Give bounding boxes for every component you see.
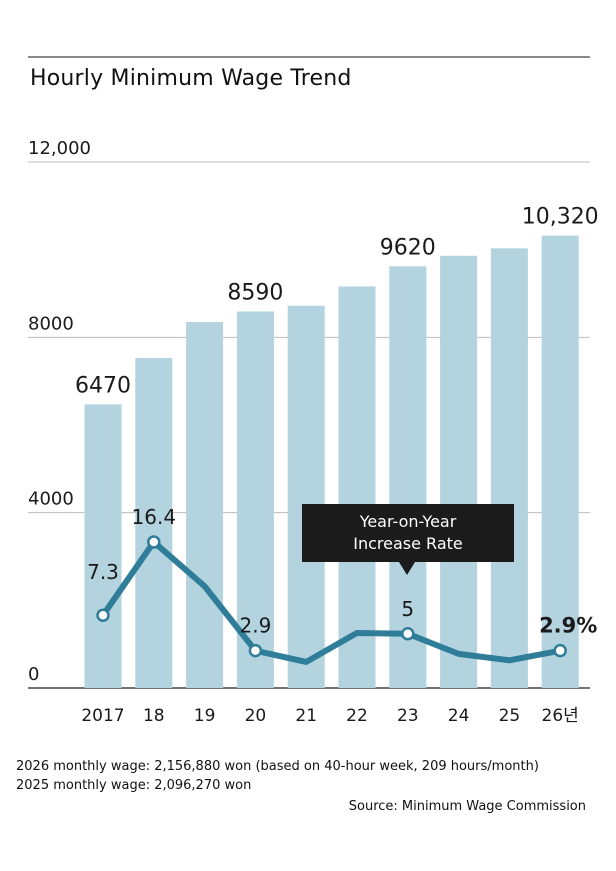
rate-marker-2017 [96, 608, 110, 622]
footnote-monthly-2026: 2026 monthly wage: 2,156,880 won (based … [16, 759, 539, 774]
x-tick-label: 20 [245, 706, 267, 726]
rate-label: 16.4 [132, 505, 177, 529]
bar-21 [287, 305, 325, 688]
rate-line [100, 538, 564, 665]
x-tick-label: 2017 [81, 706, 124, 726]
bar-23 [389, 266, 427, 688]
x-tick-label: 26년 [542, 706, 579, 726]
source-note: Source: Minimum Wage Commission [348, 799, 586, 814]
rate-marker-23 [401, 627, 415, 641]
x-tick-label: 18 [143, 706, 165, 726]
y-tick-label: 12,000 [28, 138, 91, 159]
x-tick-label: 24 [448, 706, 470, 726]
legend-callout-line2: Increase Rate [353, 534, 463, 553]
x-tick-label: 23 [397, 706, 419, 726]
rate-marker-20 [248, 643, 263, 658]
y-tick-label: 8000 [28, 313, 74, 334]
top-rule [28, 56, 590, 58]
rate-label: 2.9 [239, 614, 271, 638]
x-tick-label: 22 [346, 706, 368, 726]
rate-label: 2.9% [539, 614, 597, 638]
legend-callout: Year-on-Year Increase Rate [302, 504, 514, 562]
x-tick-label: 21 [295, 706, 317, 726]
chart-title: Hourly Minimum Wage Trend [30, 66, 352, 91]
x-tick-label: 25 [499, 706, 521, 726]
bar-2017 [84, 404, 122, 688]
y-tick-label: 4000 [28, 489, 74, 510]
bar-19 [186, 321, 224, 688]
legend-callout-tail [399, 562, 415, 575]
bar-value-label: 8590 [227, 280, 283, 305]
bar-18 [135, 357, 173, 688]
bar-25 [490, 248, 528, 688]
footnote-monthly-2025: 2025 monthly wage: 2,096,270 won [16, 778, 252, 793]
rate-label: 7.3 [87, 560, 119, 584]
y-tick-label: 0 [28, 664, 39, 685]
chart-area: 0 4000 8000 12,000 6470 8590 9620 10,320 2017 18 1… [28, 138, 599, 726]
bar-20 [236, 311, 274, 688]
bar-value-label: 6470 [75, 373, 131, 398]
footnotes: 2026 monthly wage: 2,156,880 won (based … [16, 757, 539, 795]
bar-value-label: 10,320 [522, 205, 599, 230]
bar-value-label: 9620 [380, 235, 436, 260]
bar-24 [440, 255, 478, 688]
rate-marker-26년 [553, 643, 567, 658]
rate-label: 5 [401, 597, 414, 621]
legend-callout-line1: Year-on-Year [359, 512, 457, 531]
x-tick-label: 19 [194, 706, 216, 726]
bar-22 [338, 286, 376, 688]
bar-26년 [541, 235, 579, 688]
rate-marker-18 [147, 535, 161, 549]
